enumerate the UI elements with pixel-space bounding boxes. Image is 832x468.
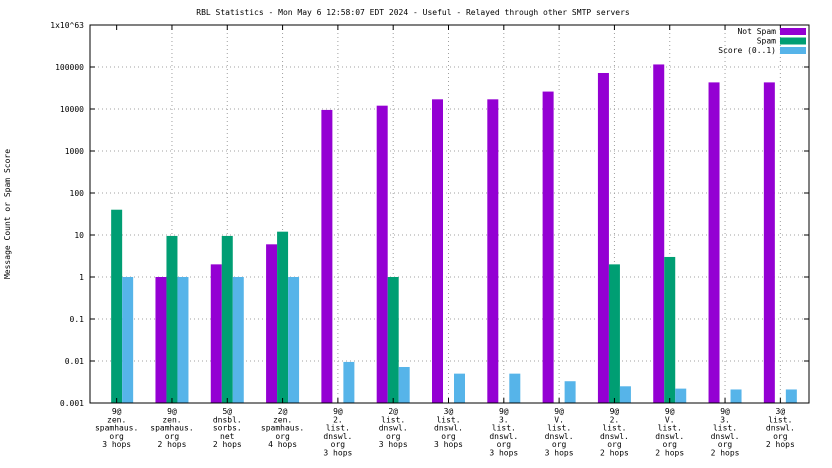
plot-frame <box>89 24 810 404</box>
bar-not-spam <box>487 99 499 404</box>
legend-swatch <box>780 28 806 35</box>
bar-not-spam <box>542 91 554 404</box>
x-tick-label: 5@ dnsbl. sorbs. net 2 hops <box>213 407 242 449</box>
x-tick-label: 2@ zen. spamhaus. org 4 hops <box>261 407 304 449</box>
grid-lines <box>90 25 809 403</box>
y-axis-ticks: 0.001 0.01 0.1 1 10 100 1000 10000 100000 1x10^63 <box>50 21 809 408</box>
x-axis-labels: 9@ zen. spamhaus. org 3 hops 9@ zen. spamhaus. o… <box>95 25 795 458</box>
y-tick-label: 10 <box>74 231 84 240</box>
y-tick-label: 0.01 <box>65 357 84 366</box>
y-tick-label: 10000 <box>60 105 84 114</box>
x-tick-label: 3@ list. dnswl. org 3 hops <box>434 407 463 449</box>
x-tick-label: 9@ V. list. dnswl. org 2 hops <box>655 407 684 458</box>
chart-title: RBL Statistics - Mon May 6 12:58:07 EDT … <box>196 8 630 17</box>
y-tick-label: 100000 <box>55 63 84 72</box>
y-axis-label: Message Count or Spam Score <box>3 149 12 279</box>
legend-label: Not Spam <box>737 27 776 36</box>
y-tick-label: 1 <box>79 273 84 282</box>
bar-score-0-1 <box>232 277 244 403</box>
bar-not-spam <box>210 264 222 403</box>
bars <box>111 64 797 404</box>
bar-score-0-1 <box>398 366 410 403</box>
bar-score-0-1 <box>564 381 576 403</box>
bar-score-0-1 <box>619 386 631 403</box>
y-tick-label: 1000 <box>65 147 84 156</box>
bar-not-spam <box>155 277 167 403</box>
bar-not-spam <box>653 64 665 404</box>
bar-score-0-1 <box>122 277 134 403</box>
y-tick-label: 100 <box>70 189 85 198</box>
bar-score-0-1 <box>288 277 300 403</box>
bar-spam <box>608 264 620 403</box>
bar-spam <box>166 235 178 403</box>
x-tick-label: 9@ V. list. dnswl. org 3 hops <box>545 407 574 458</box>
bar-not-spam <box>321 109 333 403</box>
legend-swatch <box>780 37 806 45</box>
bar-not-spam <box>597 72 609 403</box>
bar-score-0-1 <box>343 361 355 403</box>
y-tick-label: 0.001 <box>60 399 84 408</box>
bar-score-0-1 <box>675 388 687 403</box>
y-tick-label: 0.1 <box>70 315 85 324</box>
bar-not-spam <box>708 82 720 404</box>
legend-label: Score (0..1) <box>718 46 776 55</box>
legend-label: Spam <box>757 37 776 46</box>
bar-spam <box>277 231 289 403</box>
x-tick-label: 9@ 3. list. dnswl. org 2 hops <box>711 407 740 458</box>
bar-spam <box>111 209 123 403</box>
x-tick-label: 3@ list. dnswl. org 2 hops <box>766 407 795 449</box>
y-tick-label: 1x10^63 <box>50 21 84 30</box>
x-tick-label: 9@ 2. list. dnswl. org 2 hops <box>600 407 629 458</box>
x-tick-label: 9@ zen. spamhaus. org 3 hops <box>95 407 138 449</box>
bar-not-spam <box>266 244 278 403</box>
x-tick-label: 9@ 2. list. dnswl. org 3 hops <box>323 407 352 458</box>
bar-spam <box>221 235 233 403</box>
bar-score-0-1 <box>785 389 797 403</box>
bar-score-0-1 <box>454 373 465 403</box>
bar-score-0-1 <box>730 389 742 403</box>
bar-spam <box>664 256 676 403</box>
bar-not-spam <box>376 105 388 404</box>
x-tick-label: 9@ zen. spamhaus. org 2 hops <box>150 407 193 449</box>
bar-spam <box>387 277 399 403</box>
bar-score-0-1 <box>177 277 189 403</box>
bar-score-0-1 <box>509 373 521 403</box>
legend-swatch <box>780 47 806 54</box>
x-tick-label: 9@ 3. list. dnswl. org 3 hops <box>489 407 518 458</box>
x-tick-label: 2@ list. dnswl. org 3 hops <box>379 407 408 449</box>
bar-not-spam <box>763 82 775 404</box>
bar-not-spam <box>432 99 443 404</box>
